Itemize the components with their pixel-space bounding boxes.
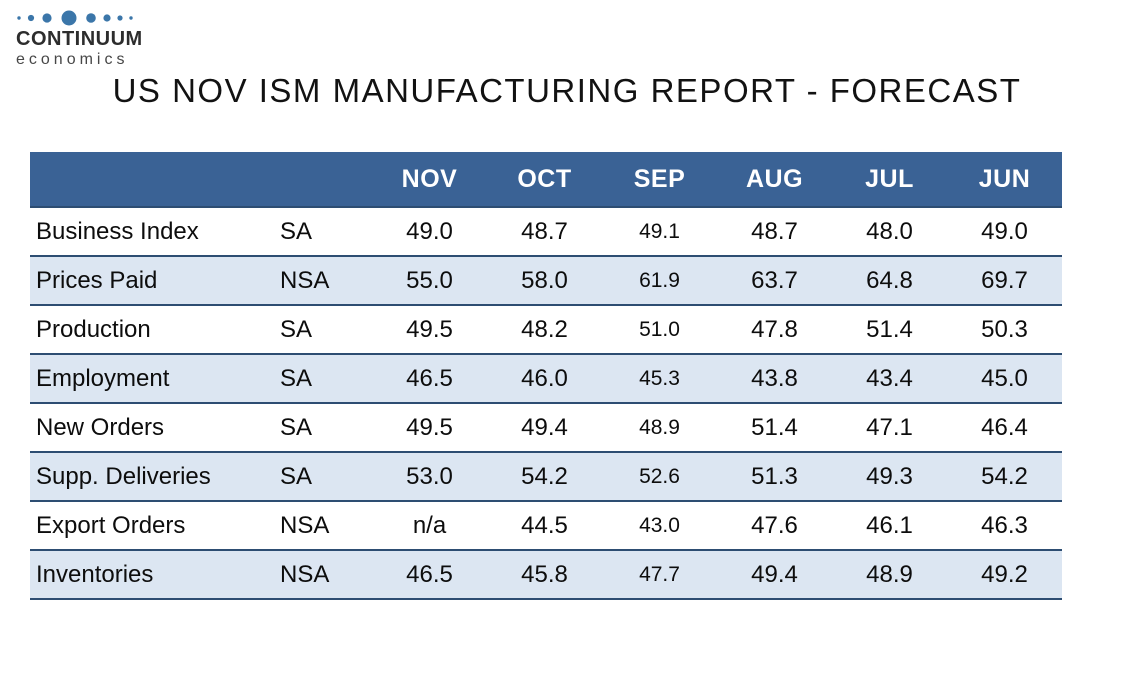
row-adjustment: SA (280, 452, 372, 502)
cell-value: 49.1 (602, 207, 717, 257)
cell-value: 55.0 (372, 256, 487, 306)
col-header-sep: SEP (602, 152, 717, 208)
cell-value: 54.2 (487, 452, 602, 502)
cell-value: 63.7 (717, 256, 832, 306)
row-adjustment: SA (280, 305, 372, 355)
cell-value: 49.0 (947, 207, 1062, 257)
row-label: New Orders (30, 403, 280, 453)
cell-value: 44.5 (487, 501, 602, 551)
cell-value: 58.0 (487, 256, 602, 306)
row-label: Prices Paid (30, 256, 280, 306)
cell-value: 43.4 (832, 354, 947, 404)
row-adjustment: NSA (280, 550, 372, 600)
cell-value: 49.4 (717, 550, 832, 600)
row-adjustment: SA (280, 403, 372, 453)
row-adjustment: NSA (280, 501, 372, 551)
cell-value: 48.2 (487, 305, 602, 355)
cell-value: 64.8 (832, 256, 947, 306)
cell-value: 54.2 (947, 452, 1062, 502)
cell-value: 47.6 (717, 501, 832, 551)
table-row: Export Orders NSA n/a 44.5 43.0 47.6 46.1 46.3 (30, 501, 1062, 551)
cell-value: 49.5 (372, 305, 487, 355)
table-row: Supp. Deliveries SA 53.0 54.2 52.6 51.3 49.3 54… (30, 452, 1062, 502)
forecast-table-container: NOV OCT SEP AUG JUL JUN Business Index SA… (30, 152, 1062, 600)
logo: CONTINUUM economics (16, 10, 143, 69)
logo-subbrand: economics (16, 51, 129, 68)
cell-value: 51.3 (717, 452, 832, 502)
cell-value: 45.0 (947, 354, 1062, 404)
cell-value: 48.7 (487, 207, 602, 257)
cell-value: 48.9 (832, 550, 947, 600)
cell-value: 49.3 (832, 452, 947, 502)
cell-value: 51.4 (832, 305, 947, 355)
table-row: Business Index SA 49.0 48.7 49.1 48.7 48.0 49.0 (30, 207, 1062, 257)
cell-value: 45.3 (602, 354, 717, 404)
cell-value: 46.3 (947, 501, 1062, 551)
cell-value: 69.7 (947, 256, 1062, 306)
table-row: Employment SA 46.5 46.0 45.3 43.8 43.4 45.0 (30, 354, 1062, 404)
row-label: Export Orders (30, 501, 280, 551)
row-label: Supp. Deliveries (30, 452, 280, 502)
col-header-jul: JUL (832, 152, 947, 208)
col-header-jun: JUN (947, 152, 1062, 208)
cell-value: n/a (372, 501, 487, 551)
table-row: Production SA 49.5 48.2 51.0 47.8 51.4 50.3 (30, 305, 1062, 355)
row-label: Production (30, 305, 280, 355)
row-adjustment: SA (280, 354, 372, 404)
row-adjustment: SA (280, 207, 372, 257)
cell-value: 47.7 (602, 550, 717, 600)
cell-value: 49.4 (487, 403, 602, 453)
cell-value: 52.6 (602, 452, 717, 502)
table-header-row: NOV OCT SEP AUG JUL JUN (30, 152, 1062, 208)
col-header-indicator (30, 152, 280, 208)
cell-value: 51.4 (717, 403, 832, 453)
cell-value: 46.4 (947, 403, 1062, 453)
cell-value: 46.5 (372, 354, 487, 404)
cell-value: 50.3 (947, 305, 1062, 355)
ism-forecast-table: NOV OCT SEP AUG JUL JUN Business Index SA… (30, 152, 1062, 600)
logo-brand: CONTINUUM (16, 28, 143, 50)
logo-dots-icon (17, 10, 133, 26)
row-adjustment: NSA (280, 256, 372, 306)
cell-value: 47.8 (717, 305, 832, 355)
page-title: US NOV ISM MANUFACTURING REPORT - FORECA… (112, 72, 1022, 109)
table-row: New Orders SA 49.5 49.4 48.9 51.4 47.1 46.4 (30, 403, 1062, 453)
table-row: Prices Paid NSA 55.0 58.0 61.9 63.7 64.8 69.7 (30, 256, 1062, 306)
row-label: Business Index (30, 207, 280, 257)
row-label: Inventories (30, 550, 280, 600)
cell-value: 61.9 (602, 256, 717, 306)
cell-value: 47.1 (832, 403, 947, 453)
cell-value: 51.0 (602, 305, 717, 355)
col-header-oct: OCT (487, 152, 602, 208)
table-row: Inventories NSA 46.5 45.8 47.7 49.4 48.9 49.2 (30, 550, 1062, 600)
cell-value: 49.0 (372, 207, 487, 257)
col-header-nov: NOV (372, 152, 487, 208)
cell-value: 48.7 (717, 207, 832, 257)
col-header-adjustment (280, 152, 372, 208)
cell-value: 49.2 (947, 550, 1062, 600)
cell-value: 46.0 (487, 354, 602, 404)
cell-value: 43.0 (602, 501, 717, 551)
cell-value: 45.8 (487, 550, 602, 600)
cell-value: 46.5 (372, 550, 487, 600)
cell-value: 49.5 (372, 403, 487, 453)
col-header-aug: AUG (717, 152, 832, 208)
cell-value: 53.0 (372, 452, 487, 502)
row-label: Employment (30, 354, 280, 404)
cell-value: 48.0 (832, 207, 947, 257)
cell-value: 43.8 (717, 354, 832, 404)
cell-value: 46.1 (832, 501, 947, 551)
cell-value: 48.9 (602, 403, 717, 453)
